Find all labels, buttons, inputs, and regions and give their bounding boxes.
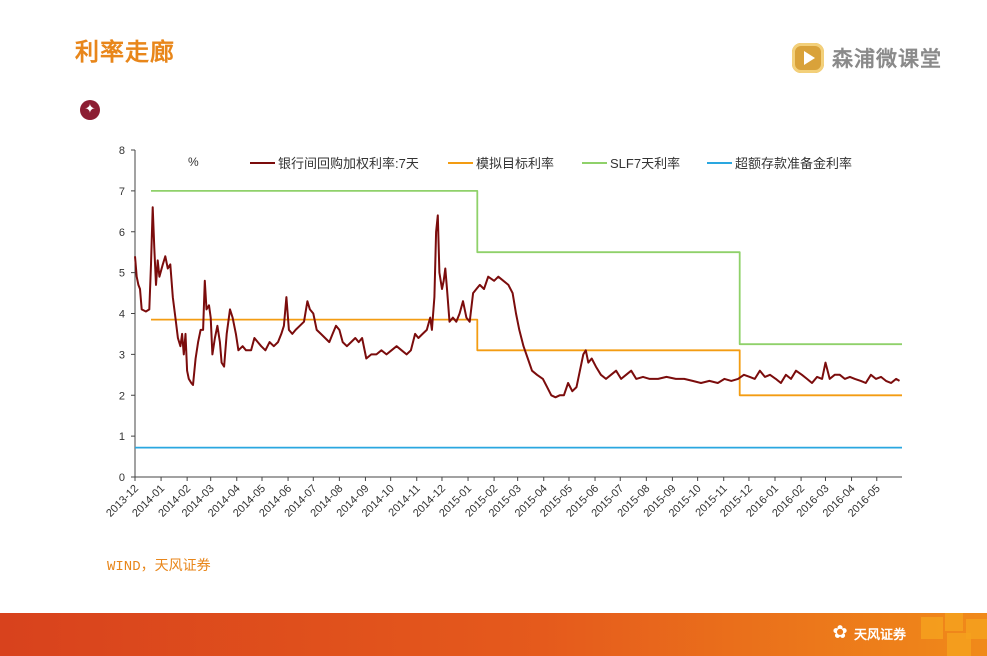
play-icon: [792, 43, 824, 73]
footer-band: ✿ 天风证券: [0, 613, 987, 656]
footer-logo: ✿ 天风证券: [830, 623, 906, 643]
legend-label-3: SLF7天利率: [610, 156, 680, 171]
slide-title: 利率走廊: [75, 37, 175, 66]
y-unit-label: %: [188, 155, 199, 169]
flower-icon: ✿: [832, 622, 848, 643]
legend-label-1: 银行间回购加权利率:7天: [278, 156, 419, 171]
y-tick-label: 0: [119, 472, 125, 484]
y-tick-label: 5: [119, 268, 125, 280]
series-line-2: [151, 318, 902, 397]
y-tick-label: 1: [119, 431, 125, 443]
legend-label-4: 超额存款准备金利率: [735, 156, 852, 171]
series-line-1: [134, 206, 901, 399]
legend-label-2: 模拟目标利率: [476, 156, 554, 171]
y-tick-label: 7: [119, 186, 125, 198]
line-chart: 012345678%2013-122014-012014-022014-0320…: [104, 145, 902, 520]
star-bullet-icon: ✦: [80, 100, 100, 120]
source-note: WIND，天风证券: [107, 559, 211, 575]
y-tick-label: 4: [119, 309, 125, 321]
watermark-text: 森浦微课堂: [832, 47, 942, 71]
y-tick-label: 8: [119, 145, 125, 157]
watermark-logo: 森浦微课堂: [792, 42, 942, 74]
series-line-3: [151, 189, 902, 346]
y-tick-label: 2: [119, 390, 125, 402]
y-tick-label: 6: [119, 227, 125, 239]
y-tick-label: 3: [119, 349, 125, 361]
footer-logo-text: 天风证券: [854, 627, 907, 643]
